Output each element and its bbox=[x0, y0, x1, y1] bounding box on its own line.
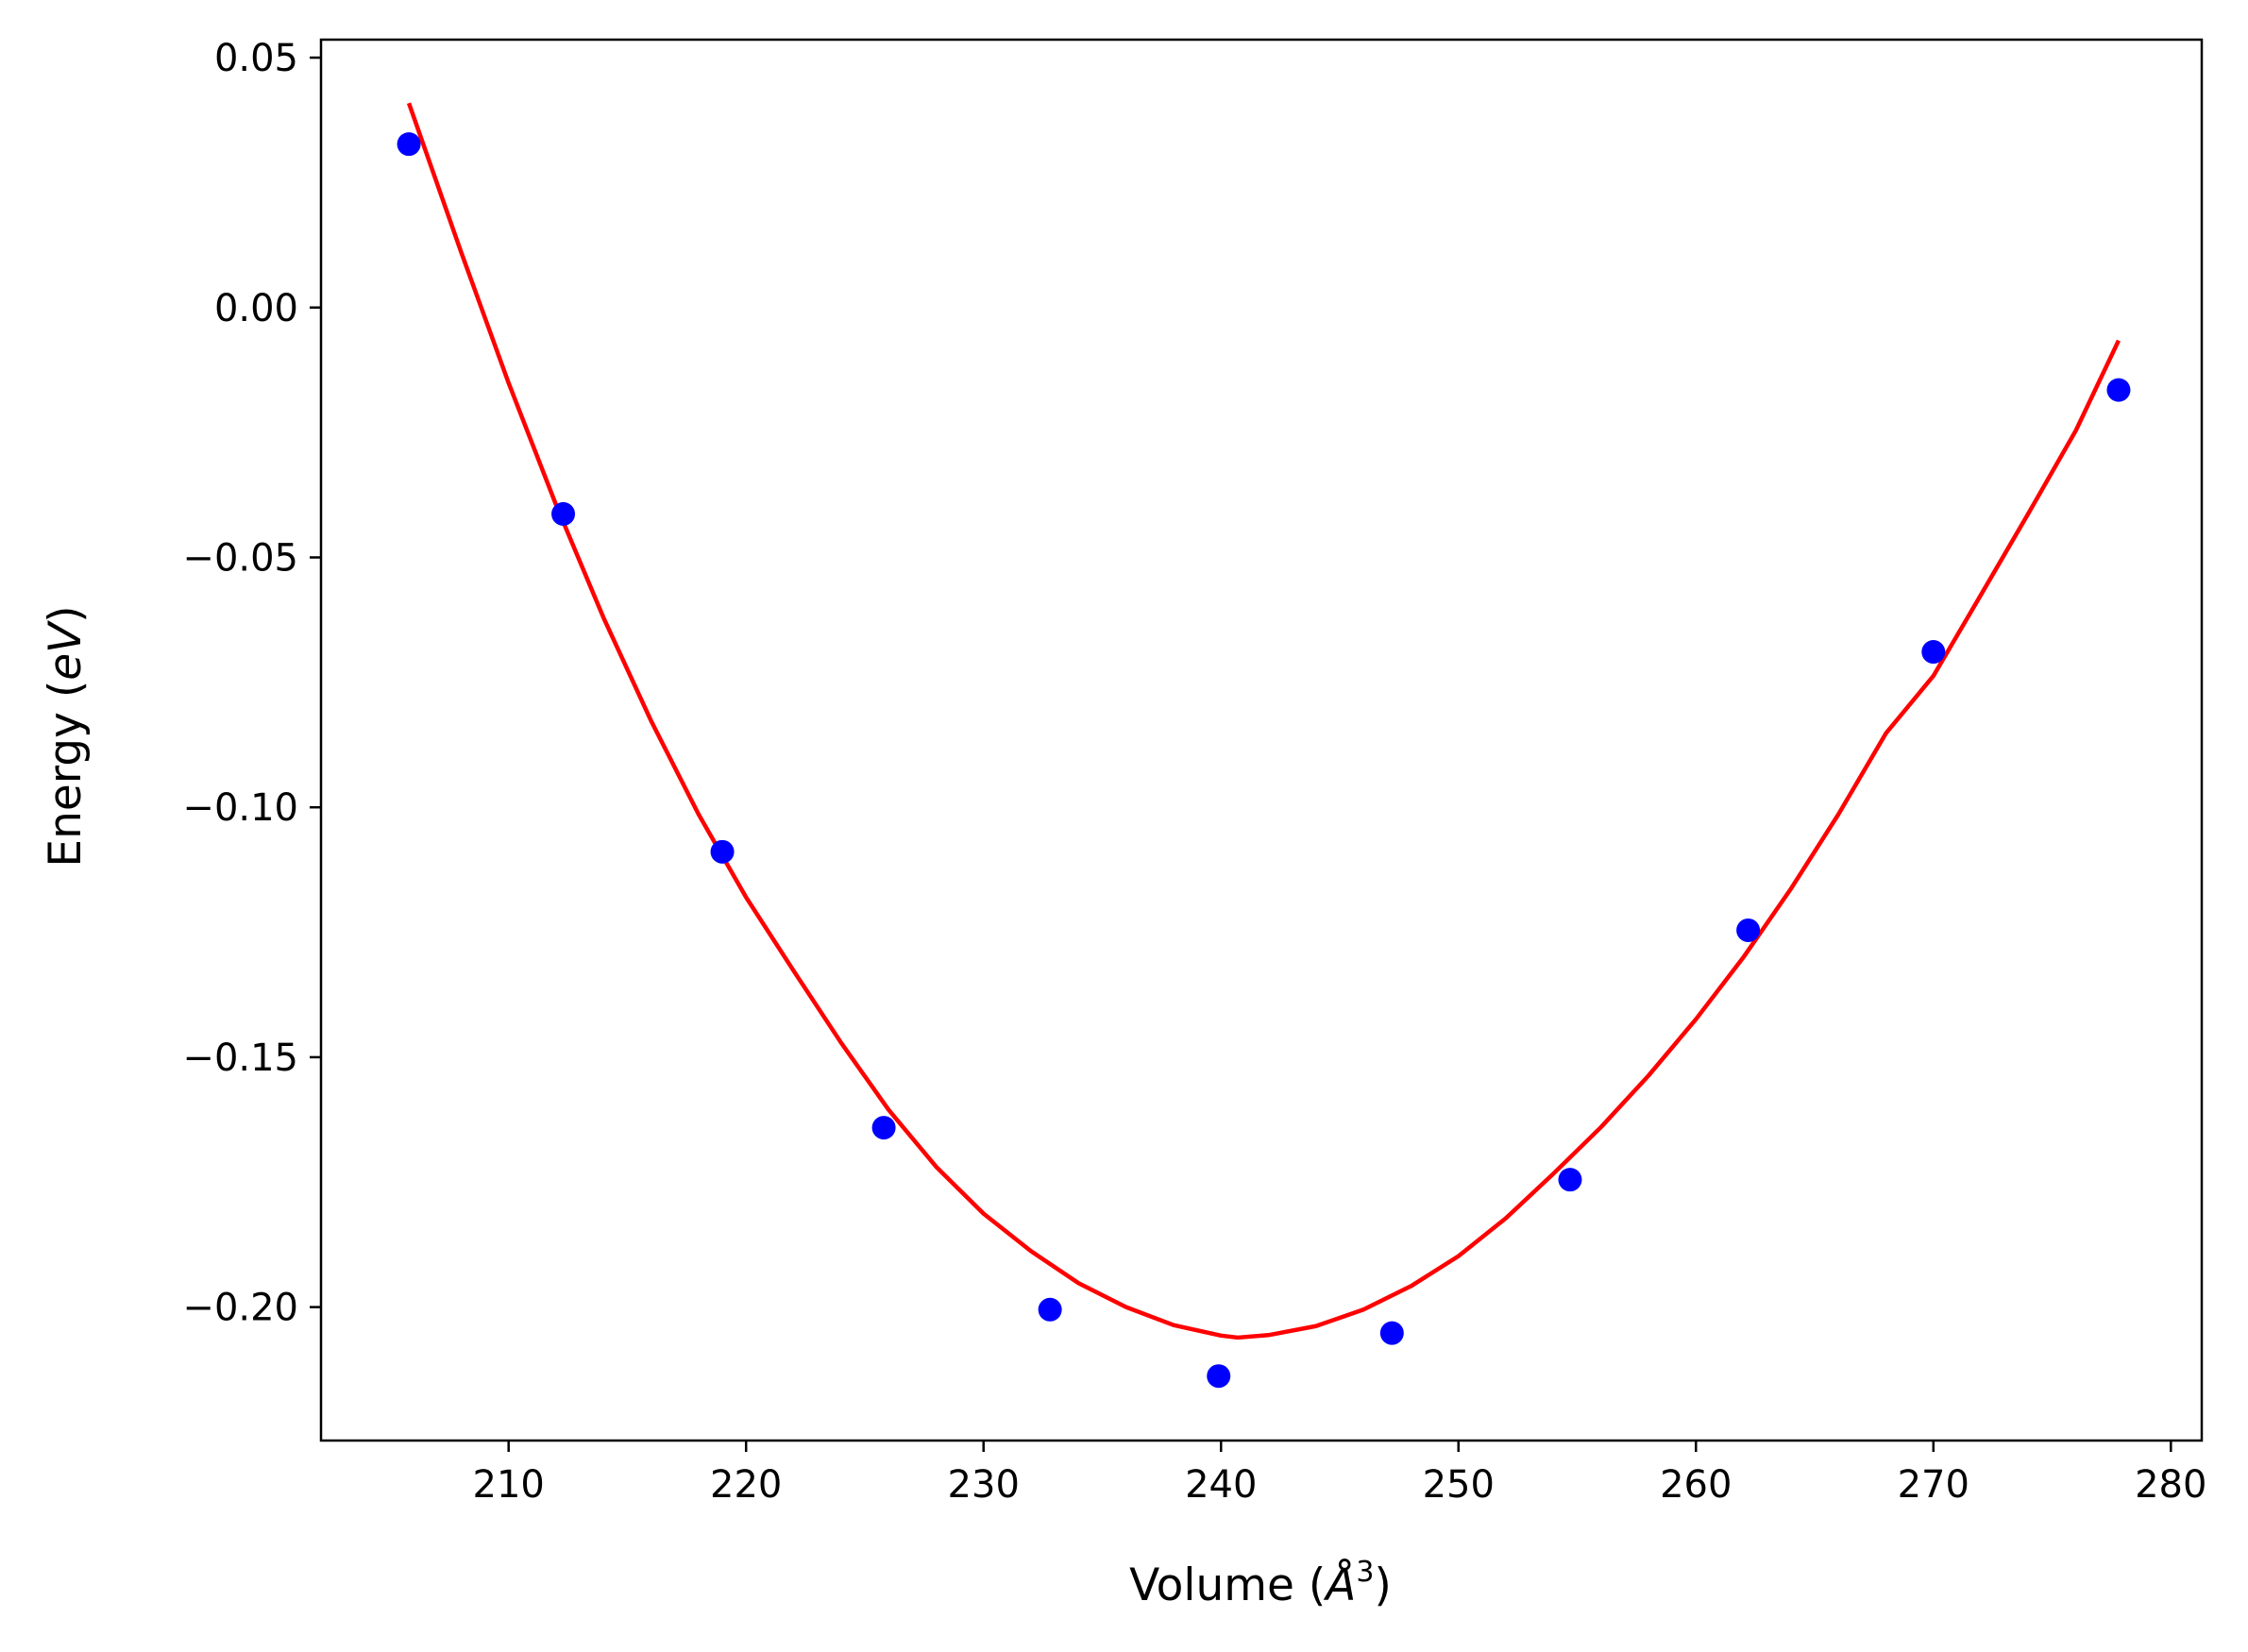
plot-layer bbox=[397, 102, 2131, 1389]
y-tick-label: −0.20 bbox=[182, 1287, 298, 1330]
y-axis-label-part-3: ) bbox=[40, 605, 92, 622]
y-axis-label-part-1: Energy ( bbox=[40, 681, 92, 868]
data-point bbox=[397, 132, 421, 157]
y-tick-label: −0.10 bbox=[182, 786, 298, 830]
data-point bbox=[1207, 1364, 1231, 1389]
data-point bbox=[1038, 1297, 1062, 1322]
x-tick-label: 210 bbox=[473, 1463, 545, 1507]
data-point bbox=[1558, 1168, 1582, 1192]
y-tick-label: −0.15 bbox=[182, 1037, 298, 1080]
x-tick-label: 250 bbox=[1423, 1463, 1495, 1507]
x-axis-label-part-1: Volume ( bbox=[1129, 1559, 1326, 1611]
data-point bbox=[1921, 640, 1946, 665]
x-tick-label: 230 bbox=[948, 1463, 1020, 1507]
x-tick-label: 270 bbox=[1898, 1463, 1969, 1507]
data-point bbox=[1379, 1321, 1404, 1345]
x-axis-label-exponent: 3 bbox=[1356, 1556, 1374, 1589]
data-point bbox=[551, 501, 576, 526]
x-axis-label-angstrom: Å bbox=[1323, 1559, 1356, 1611]
x-tick-label: 260 bbox=[1660, 1463, 1732, 1507]
data-point bbox=[1736, 918, 1761, 942]
x-tick-label: 240 bbox=[1185, 1463, 1257, 1507]
data-point bbox=[710, 839, 735, 864]
y-tick-label: 0.00 bbox=[214, 287, 298, 330]
x-axis-label-part-4: ) bbox=[1375, 1559, 1392, 1611]
x-axis-label: Volume (Å3) bbox=[1129, 1556, 1392, 1611]
y-tick-label: 0.05 bbox=[214, 37, 298, 80]
axis-layer: 210 220 230 240 250 260 270 280 0.05 0.00 −0.05 −0.… bbox=[182, 37, 2206, 1507]
y-axis-label: Energy (eV) bbox=[40, 605, 92, 867]
x-tick-label: 280 bbox=[2135, 1463, 2206, 1507]
fit-curve bbox=[406, 102, 2121, 1340]
x-tick-label: 220 bbox=[710, 1463, 782, 1507]
data-point bbox=[2106, 378, 2131, 402]
y-axis-label-unit: eV bbox=[40, 620, 92, 681]
y-tick-label: −0.05 bbox=[182, 536, 298, 580]
plot-frame bbox=[319, 38, 2204, 1442]
data-point bbox=[871, 1116, 896, 1140]
